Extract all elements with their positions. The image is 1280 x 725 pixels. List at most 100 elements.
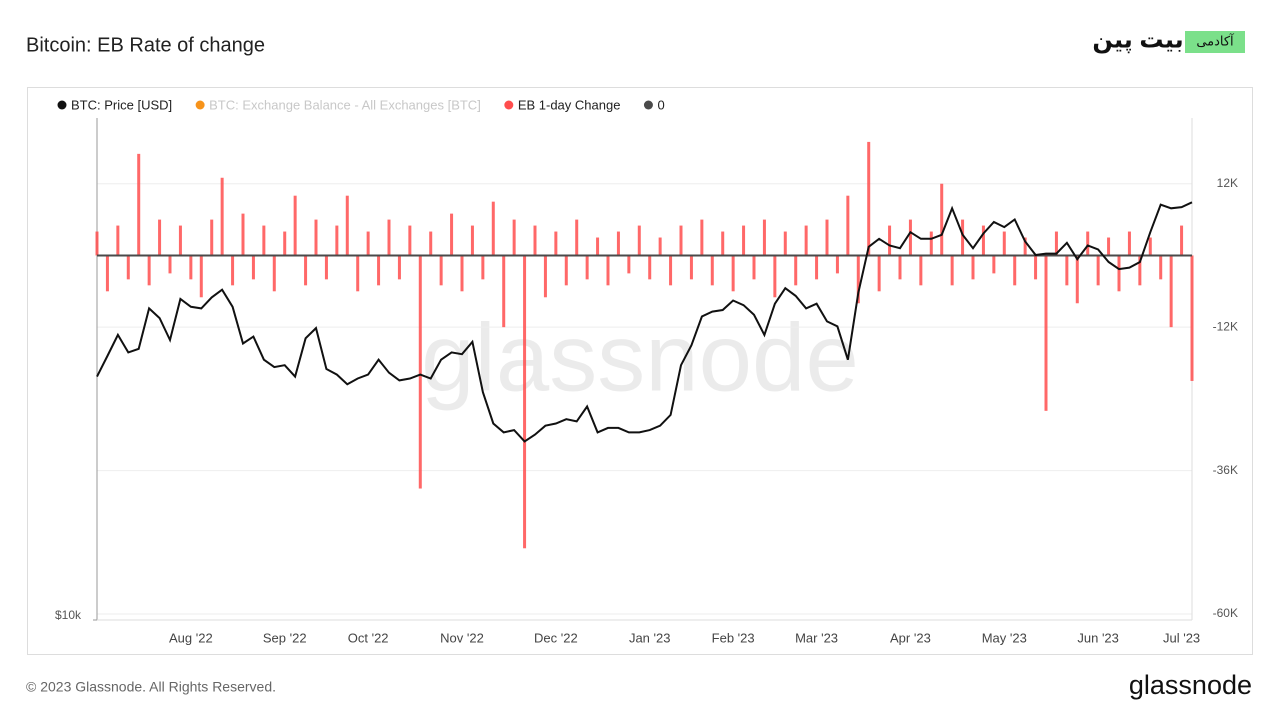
eb-bar bbox=[272, 255, 276, 292]
y2-tick-label: 12K bbox=[1217, 176, 1238, 190]
eb-bar bbox=[919, 255, 923, 286]
eb-bar bbox=[158, 219, 162, 256]
eb-bar bbox=[804, 225, 808, 256]
y2-tick-label: -36K bbox=[1213, 463, 1238, 477]
copyright: © 2023 Glassnode. All Rights Reserved. bbox=[26, 679, 276, 695]
eb-bar bbox=[304, 255, 308, 286]
eb-bar bbox=[147, 255, 151, 286]
eb-bar bbox=[721, 231, 725, 256]
eb-bar bbox=[679, 225, 683, 256]
eb-bar bbox=[940, 183, 944, 256]
eb-bar bbox=[1159, 255, 1163, 280]
eb-bar bbox=[929, 231, 933, 256]
x-tick-label: Jul '23 bbox=[1163, 630, 1200, 645]
eb-bar bbox=[1013, 255, 1017, 286]
eb-bar bbox=[742, 225, 746, 256]
eb-bar bbox=[314, 219, 318, 256]
eb-bar bbox=[283, 231, 287, 256]
eb-bar bbox=[856, 255, 860, 304]
eb-bar bbox=[1127, 231, 1131, 256]
eb-bar bbox=[637, 225, 641, 256]
eb-bar bbox=[1148, 237, 1152, 256]
eb-bar bbox=[731, 255, 735, 292]
eb-bar bbox=[648, 255, 652, 280]
eb-bar bbox=[356, 255, 360, 292]
eb-bar bbox=[1002, 231, 1006, 256]
y2-tick-label: -12K bbox=[1213, 319, 1238, 333]
eb-bar bbox=[627, 255, 631, 274]
eb-bar bbox=[502, 255, 506, 328]
y-tick-label: $10k bbox=[55, 608, 82, 622]
eb-bar bbox=[1180, 225, 1184, 256]
eb-bar bbox=[189, 255, 193, 280]
eb-bar bbox=[533, 225, 537, 256]
eb-bar bbox=[773, 255, 777, 298]
eb-bar bbox=[669, 255, 673, 286]
eb-bar bbox=[251, 255, 255, 280]
eb-bar bbox=[616, 231, 620, 256]
eb-bar bbox=[543, 255, 547, 298]
eb-bar bbox=[418, 255, 422, 489]
eb-bar bbox=[439, 255, 443, 286]
eb-bar bbox=[1023, 237, 1027, 256]
eb-bar bbox=[606, 255, 610, 286]
eb-bar bbox=[1117, 255, 1121, 292]
eb-bar bbox=[366, 231, 370, 256]
eb-bar bbox=[1096, 255, 1100, 286]
eb-bar bbox=[95, 231, 99, 256]
watermark: glassnode bbox=[421, 304, 859, 411]
eb-bar bbox=[585, 255, 589, 280]
x-tick-label: Sep '22 bbox=[263, 630, 307, 645]
chart-frame bbox=[27, 87, 1253, 655]
eb-bar bbox=[1065, 255, 1069, 286]
eb-bar bbox=[950, 255, 954, 286]
legend-label[interactable]: 0 bbox=[657, 97, 664, 112]
eb-bar bbox=[168, 255, 172, 274]
x-tick-label: Oct '22 bbox=[348, 630, 389, 645]
eb-bar bbox=[137, 153, 141, 256]
brand-logo: glassnode bbox=[1129, 670, 1252, 700]
eb-bar bbox=[981, 225, 985, 256]
eb-bar bbox=[564, 255, 568, 286]
x-tick-label: Jan '23 bbox=[629, 630, 671, 645]
eb-bar bbox=[554, 231, 558, 256]
eb-bar bbox=[575, 219, 579, 256]
eb-bar bbox=[210, 219, 214, 256]
x-tick-label: Nov '22 bbox=[440, 630, 484, 645]
eb-bar bbox=[815, 255, 819, 280]
x-tick-label: Aug '22 bbox=[169, 630, 213, 645]
x-tick-label: May '23 bbox=[982, 630, 1027, 645]
eb-bar bbox=[888, 225, 892, 256]
eb-bar bbox=[1190, 255, 1194, 381]
eb-bar bbox=[397, 255, 401, 280]
eb-bar bbox=[1086, 231, 1090, 256]
eb-bar bbox=[596, 237, 600, 256]
eb-bar bbox=[794, 255, 798, 286]
legend-label[interactable]: BTC: Price [USD] bbox=[71, 97, 172, 112]
eb-bar bbox=[512, 219, 516, 256]
eb-bar bbox=[1044, 255, 1048, 411]
legend-marker bbox=[195, 100, 205, 110]
eb-bar bbox=[126, 255, 130, 280]
eb-bar bbox=[992, 255, 996, 274]
logo-badge bbox=[1185, 31, 1245, 53]
eb-bar bbox=[961, 219, 965, 256]
eb-bar bbox=[345, 195, 349, 256]
legend-label[interactable]: EB 1-day Change bbox=[518, 97, 621, 112]
eb-bar bbox=[262, 225, 266, 256]
logo-tag: آکادمی bbox=[1196, 32, 1235, 48]
x-tick-label: Dec '22 bbox=[534, 630, 578, 645]
eb-bar bbox=[450, 213, 454, 256]
y2-tick-label: -60K bbox=[1213, 606, 1238, 620]
eb-bar bbox=[470, 225, 474, 256]
eb-bar bbox=[429, 231, 433, 256]
eb-bar bbox=[658, 237, 662, 256]
eb-bar bbox=[867, 141, 871, 256]
eb-bar bbox=[178, 225, 182, 256]
eb-bar bbox=[335, 225, 339, 256]
legend-label[interactable]: BTC: Exchange Balance - All Exchanges [B… bbox=[209, 97, 481, 112]
eb-bar bbox=[241, 213, 245, 256]
x-tick-label: Apr '23 bbox=[890, 630, 931, 645]
eb-bar bbox=[710, 255, 714, 286]
